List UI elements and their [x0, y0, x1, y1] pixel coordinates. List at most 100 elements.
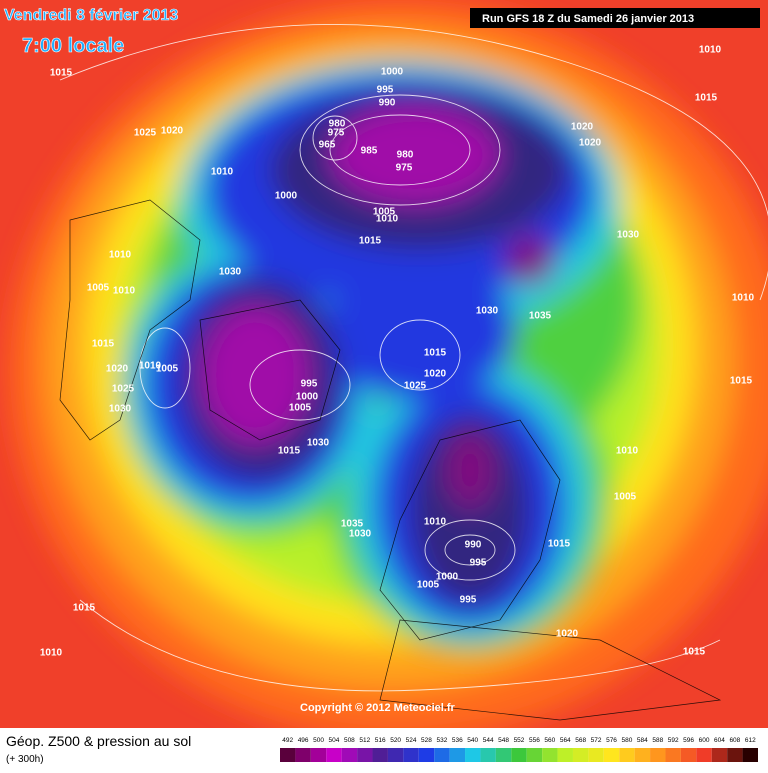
scale-cell	[387, 748, 404, 762]
isobar-label: 1010	[424, 517, 447, 528]
isobar-label: 1020	[161, 126, 184, 137]
isobar-label: 1015	[359, 236, 382, 247]
scale-label: 496	[298, 737, 309, 744]
isobar-label: 1015	[548, 539, 571, 550]
isobar-label: 1010	[699, 45, 722, 56]
scale-label: 492	[282, 737, 293, 744]
scale-cell	[588, 748, 604, 762]
isobar-label: 980	[329, 119, 346, 130]
scale-label: 540	[467, 737, 478, 744]
scale-label: 592	[668, 737, 679, 744]
isobar-label: 1015	[92, 339, 115, 350]
isobar-label: 1025	[404, 381, 427, 392]
scale-cell	[465, 748, 481, 762]
scale-label: 556	[529, 737, 540, 744]
scale-cell	[495, 748, 512, 762]
scale-label: 516	[375, 737, 386, 744]
isobar-label: 1020	[106, 364, 129, 375]
footer-lead: (+ 300h)	[6, 754, 44, 765]
scale-label: 580	[622, 737, 633, 744]
isobar-label: 1030	[476, 306, 499, 317]
scale-cell	[418, 748, 435, 762]
isobar-label: 1010	[732, 293, 755, 304]
scale-cell	[619, 748, 635, 762]
scale-cell	[434, 748, 450, 762]
scale-cell	[310, 748, 327, 762]
isobar-label: 1005	[417, 580, 440, 591]
scale-label: 568	[575, 737, 586, 744]
isobar-label: 1030	[109, 404, 132, 415]
isobar-label: 1030	[349, 529, 372, 540]
scale-cell	[727, 748, 743, 762]
copyright: Copyright © 2012 Meteociel.fr	[300, 702, 456, 714]
scale-label: 548	[498, 737, 509, 744]
isobar-label: 1010	[376, 214, 399, 225]
scale-cell	[326, 748, 342, 762]
isobar-label: 1010	[139, 361, 162, 372]
isobar-label: 1020	[579, 138, 602, 149]
scale-label: 536	[452, 737, 463, 744]
isobar-label: 1005	[156, 364, 179, 375]
isobar-label: 1010	[109, 250, 132, 261]
isobar-label: 1015	[683, 647, 706, 658]
scale-label: 528	[421, 737, 432, 744]
isobar-label: 1000	[275, 191, 298, 202]
scale-cell	[295, 748, 311, 762]
scale-cell	[449, 748, 466, 762]
scale-cell	[357, 748, 373, 762]
isobar-label: 995	[377, 85, 394, 96]
isobar-label: 975	[328, 128, 345, 139]
scale-cell	[603, 748, 620, 762]
scale-cell	[372, 748, 388, 762]
scale-cell	[696, 748, 712, 762]
isobar-label: 1025	[134, 128, 157, 139]
scale-label: 508	[344, 737, 355, 744]
isobar-label: 1005	[373, 207, 396, 218]
isobar-label: 1035	[341, 519, 364, 530]
run: Run GFS 18 Z du Samedi 26 janvier 2013	[482, 13, 694, 25]
isobar-label: 1030	[617, 230, 640, 241]
colorbar: 492 496 500 504 508 512 516 520 524 528 532 536 540 5…	[280, 737, 758, 762]
isobar-label: 1005	[614, 492, 637, 503]
isobar-label: 1015	[278, 446, 301, 457]
isobar-label: 980	[397, 150, 414, 161]
isobar-label: 985	[361, 146, 378, 157]
isobar-label: 1025	[112, 384, 135, 395]
isobar-label: 1010	[616, 446, 639, 457]
isobar-label: 1000	[381, 67, 404, 78]
isobar-label: 1020	[424, 369, 447, 380]
isobar-label: 1000	[436, 572, 459, 583]
scale-label: 520	[390, 737, 401, 744]
scale-cell	[634, 748, 651, 762]
scale-label: 512	[359, 737, 370, 744]
scale-label: 504	[329, 737, 340, 744]
time: 7:00 locale	[22, 35, 124, 57]
date: Vendredi 8 février 2013	[4, 7, 178, 24]
scale-cell	[650, 748, 666, 762]
isobar-label: 1015	[730, 376, 753, 387]
scale-label: 544	[483, 737, 494, 744]
scale-cell	[511, 748, 527, 762]
isobar-label: 990	[465, 540, 482, 551]
isobar-label: 1005	[87, 283, 110, 294]
scale-cell	[280, 748, 296, 762]
isobar-label: 975	[396, 163, 413, 174]
isobar-label: 1015	[695, 93, 718, 104]
isobar-label: 1035	[529, 311, 552, 322]
scale-label: 600	[699, 737, 710, 744]
scale-cell	[341, 748, 358, 762]
scale-label: 572	[591, 737, 602, 744]
isobar-label: 1020	[556, 629, 579, 640]
scale-label: 552	[514, 737, 525, 744]
scale-cell	[665, 748, 681, 762]
scale-cell	[711, 748, 728, 762]
isobar-label: 1000	[296, 392, 319, 403]
scale-label: 612	[745, 737, 756, 744]
isobar-label: 1015	[73, 603, 96, 614]
isobar-label: 1015	[424, 348, 447, 359]
isobar-label: 995	[460, 595, 477, 606]
scale-cell	[526, 748, 543, 762]
scale-label: 564	[560, 737, 571, 744]
